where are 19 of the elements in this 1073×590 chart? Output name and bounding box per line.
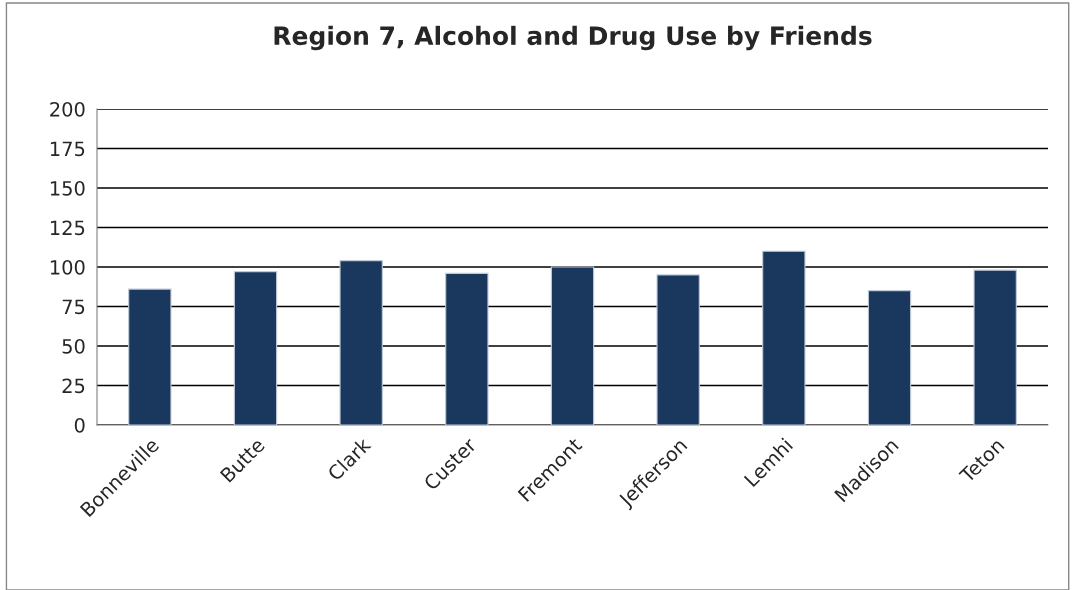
y-tick-label: 50	[62, 338, 85, 354]
bar	[867, 290, 912, 425]
y-tick-label: 200	[50, 101, 85, 117]
y-tick-label: 100	[50, 259, 85, 275]
bar	[445, 272, 489, 425]
bar	[762, 250, 806, 425]
y-tick-label: 75	[62, 299, 85, 315]
bar	[233, 271, 278, 425]
bar	[656, 274, 700, 425]
y-tick-label: 0	[74, 417, 85, 433]
bar	[128, 288, 172, 425]
y-tick-label: 25	[62, 378, 85, 394]
y-tick-label: 150	[50, 180, 85, 196]
bar	[339, 260, 383, 425]
chart-title: Region 7, Alcohol and Drug Use by Friends	[274, 25, 872, 51]
y-tick-label: 175	[50, 141, 85, 157]
y-tick-label: 125	[50, 220, 85, 236]
bar	[550, 266, 595, 425]
bar	[973, 269, 1017, 425]
